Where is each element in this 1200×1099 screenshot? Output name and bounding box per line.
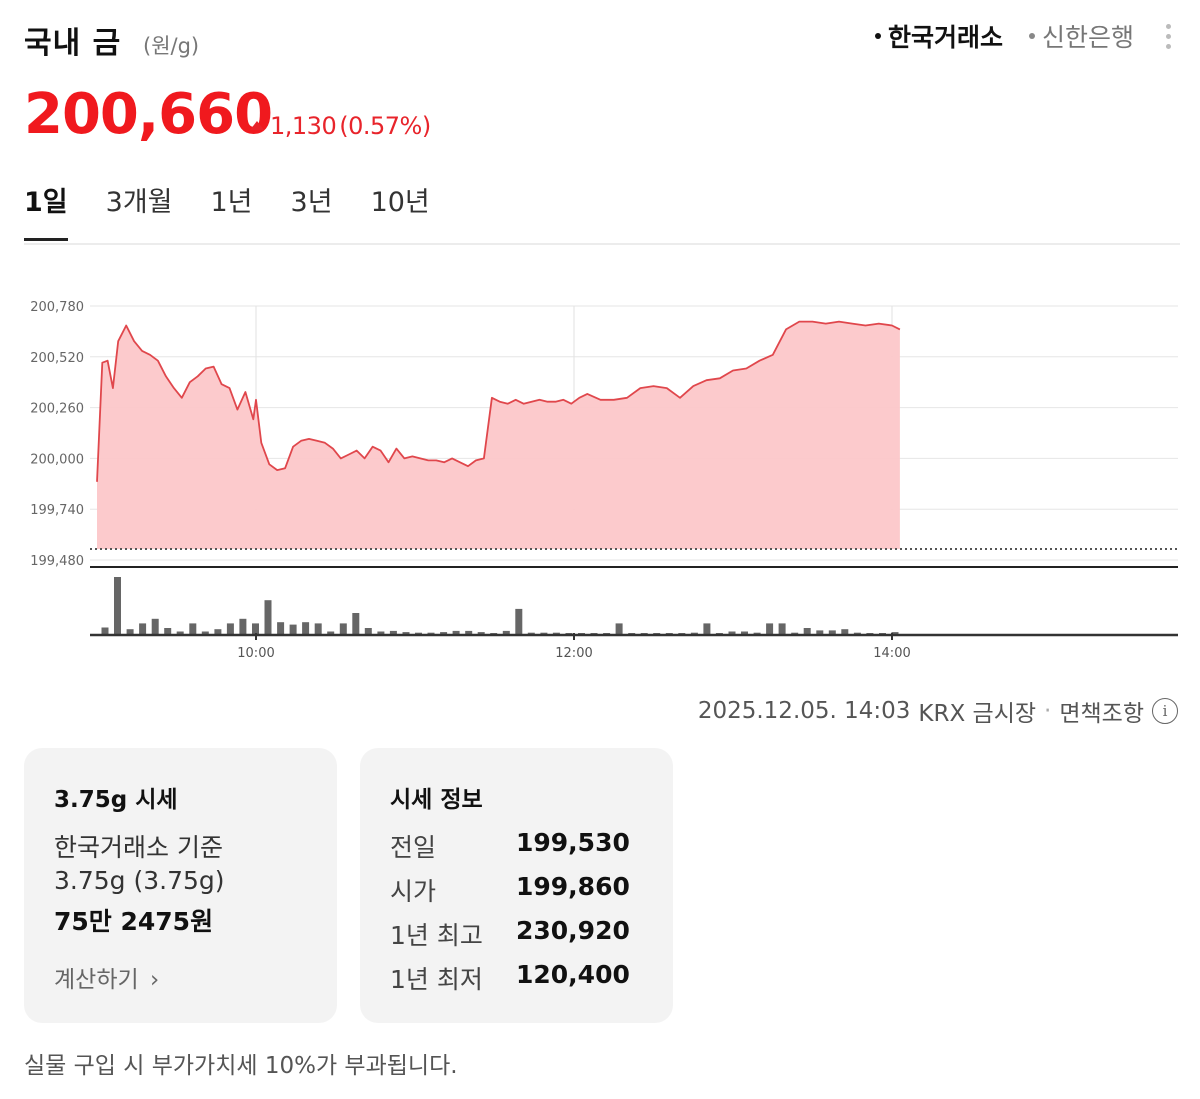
page-title: 국내 금: [24, 26, 122, 61]
tab-3y[interactable]: 3년: [290, 187, 333, 218]
calculate-button[interactable]: 계산하기 ›: [54, 960, 159, 994]
card-375g-weight: 3.75g (3.75g): [54, 866, 225, 895]
svg-text:200,260: 200,260: [30, 402, 84, 417]
calculate-label: 계산하기: [54, 967, 139, 993]
info-label: 시가: [390, 877, 437, 906]
change-percent: (0.57%): [339, 112, 431, 140]
current-price: 200,660: [24, 82, 273, 147]
info-value: 230,920: [516, 916, 630, 945]
svg-text:200,780: 200,780: [30, 300, 84, 315]
source-krx-label: 한국거래소: [887, 23, 1003, 52]
disclaimer-link[interactable]: 면책조항: [1059, 701, 1144, 727]
info-label: 1년 최고: [390, 921, 483, 950]
y-axis-labels: 200,780 200,520 200,260 200,000 199,740 199,4…: [30, 300, 84, 569]
source-shinhan-label: 신한은행: [1041, 23, 1134, 52]
card-375g-amount: 75만 2475원: [54, 907, 214, 936]
price-area: [97, 321, 900, 549]
data-timestamp-row: 2025.12.05. 14:03 KRX 금시장 · 면책조항 i: [698, 694, 1178, 728]
price-change: 1,130 (0.57%): [250, 112, 431, 140]
info-row-prev-close: 전일 199,530: [390, 828, 630, 864]
tab-1d[interactable]: 1일: [24, 180, 68, 241]
volume-bars: [101, 577, 899, 635]
chevron-right-icon: ›: [149, 967, 160, 993]
svg-text:12:00: 12:00: [555, 646, 592, 661]
bullet-icon: [1028, 33, 1035, 39]
info-label: 1년 최저: [390, 965, 483, 994]
x-axis-labels: 10:00 12:00 14:00: [237, 633, 911, 661]
source-krx[interactable]: 한국거래소: [874, 18, 1003, 54]
separator-dot: ·: [1044, 698, 1052, 724]
source-selector: 한국거래소 신한은행: [874, 18, 1172, 54]
card-375g-basis: 한국거래소 기준: [54, 833, 223, 862]
card-375g-price: 3.75g 시세 한국거래소 기준 3.75g (3.75g) 75만 2475…: [24, 748, 337, 1023]
unit-label: (원/g): [143, 34, 200, 58]
info-value: 199,860: [516, 872, 630, 901]
info-row-open: 시가 199,860: [390, 872, 630, 908]
bullet-icon: [874, 33, 881, 39]
timestamp: 2025.12.05. 14:03: [697, 698, 911, 724]
tab-divider: [24, 243, 1180, 245]
svg-text:200,000: 200,000: [30, 452, 84, 467]
info-row-52w-low: 1년 최저 120,400: [390, 960, 630, 996]
info-icon[interactable]: i: [1152, 698, 1178, 724]
price-line: [96, 320, 901, 482]
info-value: 120,400: [516, 960, 630, 989]
more-options-icon[interactable]: [1164, 23, 1172, 49]
change-amount: 1,130: [270, 112, 337, 140]
source-shinhan[interactable]: 신한은행: [1028, 18, 1134, 54]
card-375g-title: 3.75g 시세: [54, 787, 178, 813]
up-triangle-icon: [250, 120, 264, 130]
period-tabs: 1일 3개월 1년 3년 10년: [24, 180, 430, 241]
market-name: KRX 금시장: [918, 701, 1037, 727]
vat-notice: 실물 구입 시 부가가치세 10%가 부과됩니다.: [24, 1053, 458, 1079]
svg-text:14:00: 14:00: [873, 646, 910, 661]
card-price-info: 시세 정보 전일 199,530 시가 199,860 1년 최고 230,92…: [360, 748, 673, 1023]
tab-10y[interactable]: 10년: [370, 187, 430, 218]
svg-text:200,520: 200,520: [30, 351, 84, 366]
svg-text:199,740: 199,740: [30, 503, 84, 518]
info-label: 전일: [390, 833, 437, 862]
card-info-title: 시세 정보: [390, 787, 483, 813]
info-value: 199,530: [516, 828, 630, 857]
price-chart[interactable]: 200,780 200,520 200,260 200,000 199,740 199,4…: [0, 280, 1200, 680]
tab-1y[interactable]: 1년: [210, 187, 253, 218]
info-row-52w-high: 1년 최고 230,920: [390, 916, 630, 952]
tab-3m[interactable]: 3개월: [105, 187, 173, 218]
svg-text:10:00: 10:00: [237, 646, 274, 661]
svg-text:199,480: 199,480: [30, 554, 84, 569]
